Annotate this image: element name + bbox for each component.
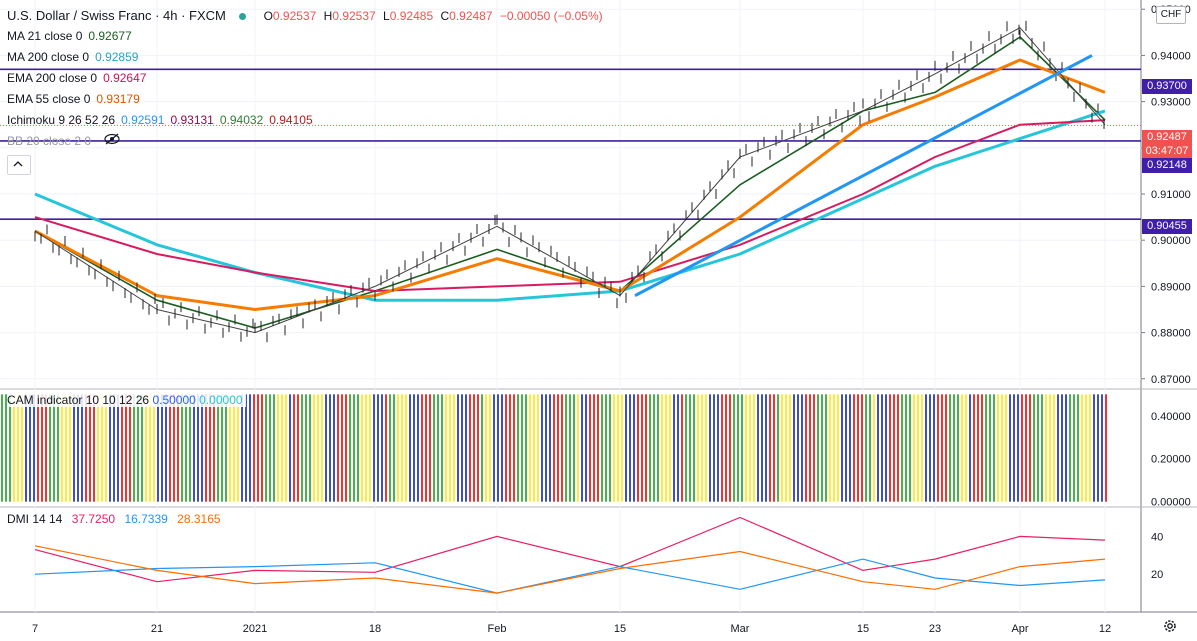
indicator-name: MA 21 close 0: [7, 29, 83, 43]
bar-countdown: 03:47:07: [1145, 145, 1189, 157]
time-tick-label: 7: [32, 623, 38, 635]
cam-title: CAM indicator 10 10 12 26: [7, 393, 150, 407]
change-value: −0.00050 (−0.05%): [499, 9, 603, 23]
indicator-value: 0.94105: [269, 113, 313, 127]
indicator-value: 0.93179: [96, 92, 140, 106]
cam-value: 0.00000: [199, 393, 243, 407]
dmi-tick-label: 20: [1151, 569, 1163, 581]
cam-value: 0.50000: [152, 393, 196, 407]
close-label: C: [440, 9, 450, 23]
cam-pane-legend[interactable]: CAM indicator 10 10 12 26 0.50000 0.0000…: [7, 393, 246, 407]
indicator-ma21[interactable]: MA 21 close 0 0.92677: [7, 26, 132, 47]
series-line-1: [34, 109, 1106, 302]
dmi-value: 37.7250: [71, 512, 116, 526]
price-tick-label: 0.87000: [1151, 374, 1191, 386]
gear-icon[interactable]: [1162, 618, 1178, 639]
indicator-value: 0.92677: [88, 29, 132, 43]
last-price-tag: 0.92487 03:47:07: [1142, 130, 1192, 158]
market-status-dot: [239, 13, 247, 21]
indicator-ema55[interactable]: EMA 55 close 0 0.93179: [7, 89, 140, 110]
collapse-legend-button[interactable]: [7, 155, 31, 175]
indicator-name: BB 20 close 2 0: [7, 134, 92, 148]
level-tag: 0.92148: [1142, 158, 1192, 173]
time-tick-label: Feb: [488, 623, 507, 635]
level-tag: 0.90455: [1142, 219, 1192, 234]
symbol-header: U.S. Dollar / Swiss Franc · 4h · FXCM O0…: [7, 5, 607, 27]
dmi-line-1: [34, 558, 1106, 594]
chevron-up-icon: [13, 161, 23, 167]
price-tick-label: 0.88000: [1151, 328, 1191, 340]
hidden-eye-icon[interactable]: [104, 131, 121, 152]
dmi-value: 16.7339: [124, 512, 168, 526]
dmi-line-2: [34, 545, 1106, 594]
time-tick-label: 23: [929, 623, 941, 635]
indicator-value: 0.93131: [170, 113, 214, 127]
high-label: H: [323, 9, 333, 23]
level-tag: 0.93700: [1142, 79, 1192, 94]
price-tick-label: 0.94000: [1151, 50, 1191, 62]
last-price: 0.92487: [1147, 131, 1187, 143]
cam-tick-label: 0.00000: [1151, 497, 1191, 509]
indicator-ichimoku[interactable]: Ichimoku 9 26 52 26 0.92591 0.93131 0.94032…: [7, 110, 313, 131]
time-tick-label: 2021: [243, 623, 267, 635]
low-value: 0.92485: [389, 9, 434, 23]
price-tick-label: 0.89000: [1151, 281, 1191, 293]
price-tick-label: 0.90000: [1151, 235, 1191, 247]
open-value: 0.92537: [272, 9, 317, 23]
dmi-line-0: [34, 516, 1106, 583]
time-tick-label: 15: [614, 623, 626, 635]
indicator-name: Ichimoku 9 26 52 26: [7, 113, 116, 127]
indicator-value: 0.94032: [219, 113, 264, 127]
dmi-value: 28.3165: [177, 512, 221, 526]
time-tick-label: Mar: [731, 623, 750, 635]
close-value: 0.92487: [449, 9, 493, 23]
dmi-title: DMI 14 14: [7, 512, 63, 526]
trendline: [634, 54, 1093, 297]
indicator-name: MA 200 close 0: [7, 50, 90, 64]
indicator-name: EMA 200 close 0: [7, 71, 98, 85]
indicator-value: 0.92859: [95, 50, 139, 64]
indicator-value: 0.92647: [103, 71, 147, 85]
low-label: L: [383, 9, 390, 23]
currency-label[interactable]: CHF: [1156, 6, 1186, 24]
indicator-value: 0.92591: [121, 113, 165, 127]
indicator-ma200[interactable]: MA 200 close 0 0.92859: [7, 47, 138, 68]
time-tick-label: 15: [857, 623, 869, 635]
high-value: 0.92537: [332, 9, 376, 23]
series-line-2: [34, 119, 1106, 292]
price-tick-label: 0.93000: [1151, 97, 1191, 109]
dmi-pane-legend[interactable]: DMI 14 14 37.7250 16.7339 28.3165: [7, 512, 224, 526]
cam-tick-label: 0.20000: [1151, 454, 1191, 466]
dmi-tick-label: 40: [1151, 531, 1163, 543]
time-tick-label: 12: [1099, 623, 1111, 635]
time-tick-label: 21: [151, 623, 163, 635]
open-label: O: [263, 9, 273, 23]
indicator-name: EMA 55 close 0: [7, 92, 91, 106]
series-line-3: [34, 58, 1106, 311]
cam-tick-label: 0.40000: [1151, 411, 1191, 423]
price-tick-label: 0.91000: [1151, 189, 1191, 201]
time-tick-label: 18: [369, 623, 381, 635]
symbol-title[interactable]: U.S. Dollar / Swiss Franc · 4h · FXCM: [7, 8, 226, 23]
indicator-bb[interactable]: BB 20 close 2 0: [7, 131, 121, 152]
indicator-ema200[interactable]: EMA 200 close 0 0.92647: [7, 68, 146, 89]
time-tick-label: Apr: [1011, 623, 1028, 635]
